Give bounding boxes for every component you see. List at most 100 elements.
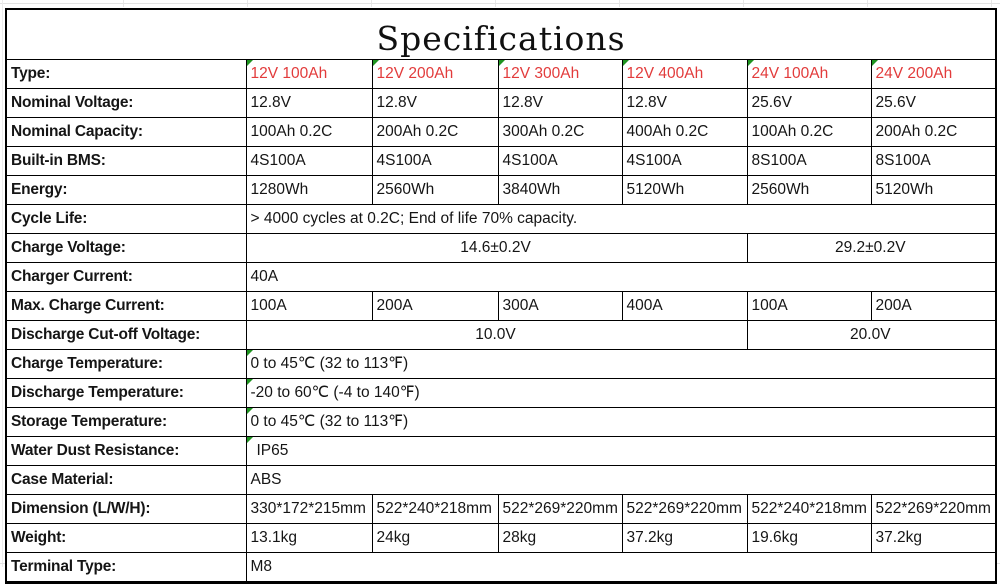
value-cell: 24kg [371,523,499,553]
value-cell: > 4000 cycles at 0.2C; End of life 70% c… [245,204,997,234]
value-cell: 29.2±0.2V [746,233,997,263]
row-label-cell: Dimension (L/W/H): [5,494,247,524]
value-cell: 522*240*218mm [371,494,499,524]
value-cell: 2560Wh [371,175,499,205]
value-cell: M8 [245,552,997,584]
row-label-cell: Storage Temperature: [5,407,247,437]
table-row: Type: 12V 100Ah 12V 200Ah 12V 300Ah 12V 400A… [5,59,997,89]
value-cell: 5120Wh [621,175,748,205]
column-header-cell: 12V 100Ah [245,59,373,89]
row-label-cell: Charge Temperature: [5,349,247,379]
table-row: Discharge Cut-off Voltage: 10.0V 20.0V [5,320,997,350]
value-cell: 0 to 45℃ (32 to 113℉) [245,349,997,379]
value-cell: 19.6kg [746,523,872,553]
value-cell: 25.6V [870,88,997,118]
row-label-cell: Discharge Temperature: [5,378,247,408]
value-cell: 100Ah 0.2C [245,117,373,147]
value-cell: 522*269*220mm [497,494,623,524]
value-cell: 400Ah 0.2C [621,117,748,147]
value-cell: 10.0V [245,320,748,350]
row-label-cell: Max. Charge Current: [5,291,247,321]
title-row: Specifications [5,8,997,60]
table-row: Nominal Voltage: 12.8V 12.8V 12.8V 12.8V 25.6… [5,88,997,118]
table-row: Weight: 13.1kg 24kg 28kg 37.2kg 19.6kg 37.2kg [5,523,997,553]
table-row: Discharge Temperature: -20 to 60℃ (-4 to … [5,378,997,408]
table-row: Built-in BMS: 4S100A 4S100A 4S100A 4S100A 8S1… [5,146,997,176]
value-cell: 3840Wh [497,175,623,205]
value-cell: 14.6±0.2V [245,233,748,263]
table-row: Nominal Capacity: 100Ah 0.2C 200Ah 0.2C 300… [5,117,997,147]
value-cell: 2560Wh [746,175,872,205]
row-label-cell: Type: [5,59,247,89]
row-label-cell: Weight: [5,523,247,553]
value-cell: 200A [870,291,997,321]
table-row: Dimension (L/W/H): 330*172*215mm 522*240*2… [5,494,997,524]
value-cell: 37.2kg [870,523,997,553]
row-label-cell: Cycle Life: [5,204,247,234]
row-label-cell: Energy: [5,175,247,205]
table-row: Charge Voltage: 14.6±0.2V 29.2±0.2V [5,233,997,263]
value-cell: 13.1kg [245,523,373,553]
spec-table-body: Type: 12V 100Ah 12V 200Ah 12V 300Ah 12V 400A… [5,59,997,584]
row-label-cell: Nominal Voltage: [5,88,247,118]
table-row: Case Material: ABS [5,465,997,495]
column-header-cell: 12V 300Ah [497,59,623,89]
value-cell: 25.6V [746,88,872,118]
table-row: Energy: 1280Wh 2560Wh 3840Wh 5120Wh 2560Wh 512… [5,175,997,205]
row-label-cell: Nominal Capacity: [5,117,247,147]
value-cell: 522*269*220mm [621,494,748,524]
value-cell: 100A [245,291,373,321]
spec-table: Specifications Type: 12V 100Ah 12V 200Ah 12… [5,8,998,584]
column-header-cell: 24V 100Ah [746,59,872,89]
value-cell: 12.8V [621,88,748,118]
row-label-cell: Case Material: [5,465,247,495]
value-cell: 100Ah 0.2C [746,117,872,147]
value-cell: 20.0V [746,320,997,350]
value-cell: 0 to 45℃ (32 to 113℉) [245,407,997,437]
row-label-cell: Built-in BMS: [5,146,247,176]
value-cell: 8S100A [746,146,872,176]
value-cell: 522*269*220mm [870,494,997,524]
sheet-gridline-top [0,0,1000,7]
value-cell: 12.8V [497,88,623,118]
value-cell: 1280Wh [245,175,373,205]
table-row: Charge Temperature: 0 to 45℃ (32 to 113℉) [5,349,997,379]
value-cell: 4S100A [245,146,373,176]
value-cell: 4S100A [621,146,748,176]
row-label-cell: Charger Current: [5,262,247,292]
value-cell: 28kg [497,523,623,553]
row-label-cell: Discharge Cut-off Voltage: [5,320,247,350]
value-cell: 4S100A [497,146,623,176]
value-cell: 100A [746,291,872,321]
row-label-cell: Charge Voltage: [5,233,247,263]
value-cell: 200Ah 0.2C [371,117,499,147]
row-label-cell: Water Dust Resistance: [5,436,247,466]
value-cell: IP65 [245,436,997,466]
value-cell: 12.8V [371,88,499,118]
value-cell: 300Ah 0.2C [497,117,623,147]
column-header-cell: 24V 200Ah [870,59,997,89]
value-cell: ABS [245,465,997,495]
value-cell: 37.2kg [621,523,748,553]
table-row: Terminal Type: M8 [5,552,997,584]
value-cell: 330*172*215mm [245,494,373,524]
value-cell: 8S100A [870,146,997,176]
table-row: Cycle Life: > 4000 cycles at 0.2C; End of… [5,204,997,234]
value-cell: 522*240*218mm [746,494,872,524]
value-cell: 200Ah 0.2C [870,117,997,147]
page-title: Specifications [5,8,997,60]
column-header-cell: 12V 400Ah [621,59,748,89]
table-row: Water Dust Resistance: IP65 [5,436,997,466]
value-cell: 40A [245,262,997,292]
value-cell: 4S100A [371,146,499,176]
table-row: Storage Temperature: 0 to 45℃ (32 to 113℉… [5,407,997,437]
value-cell: 12.8V [245,88,373,118]
value-cell: 5120Wh [870,175,997,205]
value-cell: 200A [371,291,499,321]
value-cell: 400A [621,291,748,321]
table-row: Max. Charge Current: 100A 200A 300A 400A 100A… [5,291,997,321]
column-header-cell: 12V 200Ah [371,59,499,89]
row-label-cell: Terminal Type: [5,552,247,584]
value-cell: -20 to 60℃ (-4 to 140℉) [245,378,997,408]
